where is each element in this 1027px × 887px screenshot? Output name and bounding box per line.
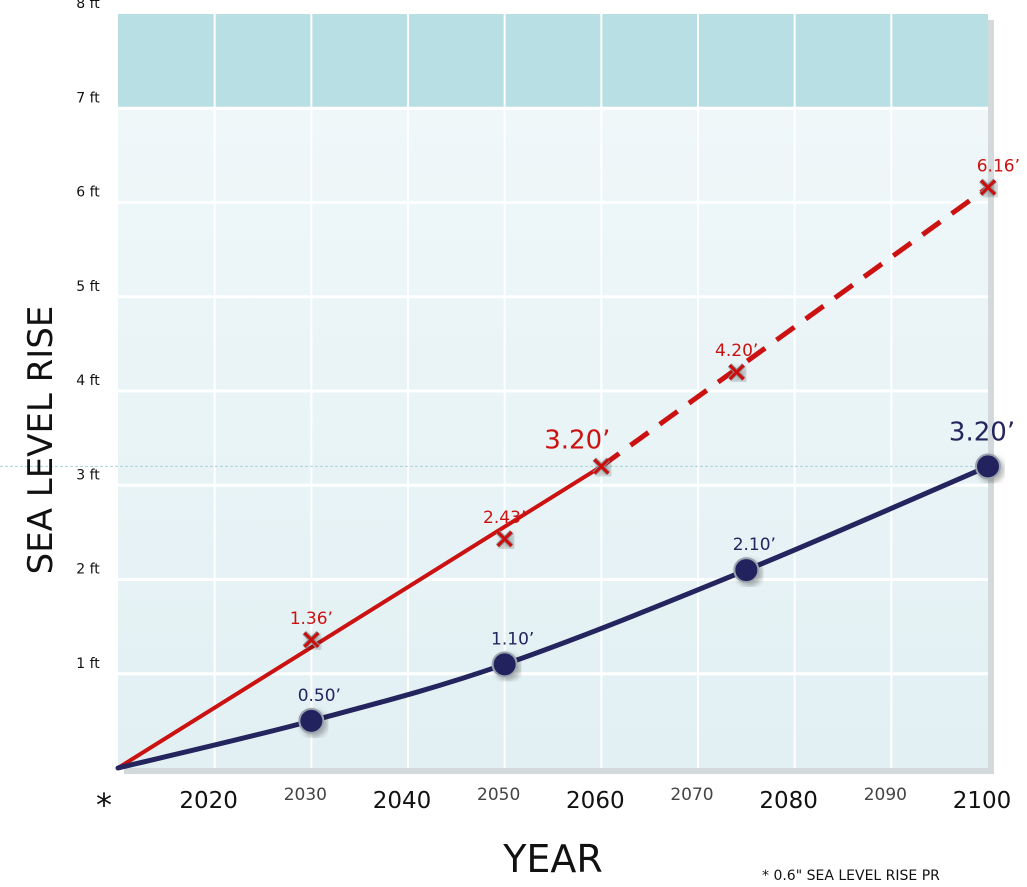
x-tick-label: 2030 <box>284 785 327 805</box>
y-tick-label: 7 ft <box>76 90 100 106</box>
red-x-marker <box>302 631 321 649</box>
x-tick-label: 2080 <box>759 788 818 814</box>
red-data-label: 4.20’ <box>715 341 758 361</box>
red-x-marker <box>727 363 746 381</box>
x-tick-label: 2090 <box>864 785 907 805</box>
x-tick-label: 2050 <box>477 785 520 805</box>
x-tick-label: 2060 <box>566 788 625 814</box>
red-data-label: 1.36’ <box>290 609 333 629</box>
y-tick-label: 4 ft <box>76 373 100 389</box>
y-axis-title: SEA LEVEL RISE <box>21 306 61 575</box>
red-x-marker <box>592 457 611 476</box>
red-data-label: 2.43’ <box>483 508 526 528</box>
navy-data-label: 3.20’ <box>949 417 1015 447</box>
red-data-label: 3.20’ <box>544 425 610 455</box>
red-x-marker-stroke <box>496 530 513 548</box>
footnote: * 0.6" SEA LEVEL RISE PR <box>762 868 940 882</box>
navy-circle-marker <box>975 453 1001 480</box>
navy-series-line <box>115 463 991 771</box>
y-tick-label: 5 ft <box>76 279 100 295</box>
red-x-marker-stroke <box>303 631 320 648</box>
navy-circle-marker <box>491 651 518 678</box>
red-data-label: 6.16’ <box>977 156 1020 176</box>
y-tick-label: 1 ft <box>76 656 100 672</box>
shaded-band <box>118 14 988 109</box>
red-x-marker-stroke <box>979 179 997 196</box>
red-series-solid-line <box>116 464 604 770</box>
x-axis-title: YEAR <box>502 837 603 881</box>
x-tick-label: 2070 <box>670 785 713 805</box>
plot-edge-shadow <box>124 768 994 774</box>
y-tick-label: 2 ft <box>76 562 100 578</box>
navy-circle-marker <box>298 707 325 734</box>
y-tick-label: 6 ft <box>76 185 100 201</box>
red-x-marker <box>979 178 997 197</box>
red-x-marker <box>495 530 514 548</box>
y-tick-label: 3 ft <box>76 467 100 483</box>
y-tick-label: 8 ft <box>76 0 100 12</box>
x-tick-label: 2100 <box>953 788 1012 814</box>
origin-asterisk: * <box>96 786 112 824</box>
x-tick-label: 2020 <box>179 788 238 814</box>
red-series-dashed-line <box>599 185 990 469</box>
navy-data-label: 1.10’ <box>491 629 534 649</box>
x-tick-label: 2040 <box>373 788 432 814</box>
plot-edge-shadow <box>988 20 994 774</box>
red-x-marker-stroke <box>728 364 745 381</box>
navy-data-label: 0.50’ <box>298 686 341 706</box>
navy-data-label: 2.10’ <box>733 535 776 555</box>
navy-circle-marker <box>733 557 760 584</box>
red-x-marker-stroke <box>593 458 610 475</box>
